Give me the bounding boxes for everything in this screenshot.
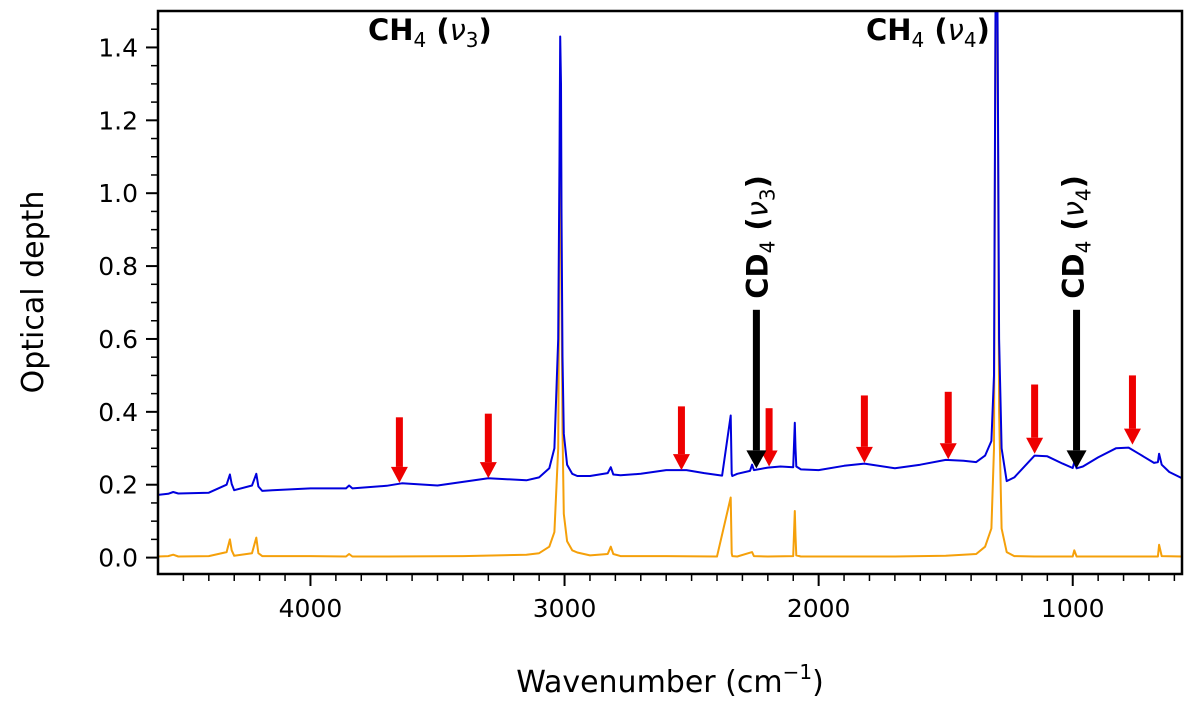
- red-arrow-shaft: [484, 413, 492, 463]
- black-arrow-head: [746, 450, 767, 469]
- red-arrow-shaft: [944, 391, 952, 444]
- annotation-part: 4: [964, 28, 977, 52]
- annotation-part: CD: [1057, 253, 1091, 298]
- annotation-part: ν: [740, 201, 774, 217]
- annotation-part: 3: [466, 28, 479, 52]
- x-tick-label: 3000: [533, 594, 597, 623]
- red-arrow-head: [939, 443, 957, 460]
- annotation-cd4-v4: CD4 (ν4): [1057, 175, 1096, 299]
- annotation-part: (: [1057, 217, 1091, 240]
- red-arrow: [1123, 375, 1141, 445]
- red-arrow-shaft: [765, 408, 773, 451]
- red-arrow-shaft: [677, 406, 685, 455]
- red-arrow: [939, 391, 957, 460]
- red-arrow-head: [1026, 437, 1044, 454]
- annotation-part: ): [479, 13, 492, 47]
- annotation-part: ν: [1057, 201, 1091, 217]
- x-axis-title-superscript: −1: [783, 660, 812, 684]
- red-arrow: [479, 413, 497, 479]
- black-arrow: [746, 309, 767, 469]
- x-tick-label: 1000: [1041, 594, 1105, 623]
- y-tick-label: 1.0: [98, 179, 138, 208]
- annotation-part: CH: [866, 13, 912, 47]
- red-arrow-shaft: [395, 417, 403, 467]
- red-arrow: [760, 408, 778, 467]
- red-arrow-head: [479, 462, 497, 479]
- annotation-part: ν: [450, 13, 466, 47]
- x-tick-label: 2000: [787, 594, 851, 623]
- y-tick-label: 0.6: [98, 325, 138, 354]
- tick-layer: 4000 3000 2000 1000 0.0 0.2 0.4 0.6 0.8 1.0 1.2 1.4: [98, 28, 1176, 623]
- red-arrow-shaft: [1031, 384, 1039, 438]
- x-tick-label: 4000: [279, 594, 343, 623]
- y-tick-label: 0.0: [98, 544, 138, 573]
- black-arrow-shaft: [1073, 309, 1081, 451]
- annotation-part: 4: [1072, 241, 1096, 254]
- red-arrow-head: [672, 454, 690, 471]
- annotation-part: (: [426, 13, 449, 47]
- plot-frame: [156, 9, 1184, 576]
- annotation-part: ): [1057, 175, 1091, 188]
- black-arrow-head: [1066, 450, 1087, 469]
- annotation-cd4-v3: CD4 (ν3): [740, 175, 779, 299]
- annotation-part: (: [740, 217, 774, 240]
- black-arrow-shaft: [752, 309, 760, 451]
- y-axis-title: Optical depth: [16, 191, 51, 394]
- y-tick-label: 0.2: [98, 471, 138, 500]
- red-arrow-shaft: [1128, 375, 1136, 429]
- series-layer: [158, 11, 1182, 558]
- annotation-part: 3: [755, 188, 779, 201]
- red-arrow: [855, 395, 873, 463]
- annotation-layer: CH4 (ν3) CH4 (ν4)CD4 (ν3)CD4 (ν4): [368, 13, 1096, 299]
- red-arrow: [390, 417, 408, 483]
- red-arrow-head: [1123, 428, 1141, 445]
- y-tick-label: 1.4: [98, 33, 138, 62]
- annotation-part: ): [740, 175, 774, 188]
- annotation-part: 4: [414, 28, 427, 52]
- black-arrow: [1066, 309, 1087, 469]
- annotation-part: CH: [368, 13, 414, 47]
- x-axis-title-close: ): [812, 665, 824, 700]
- red-arrow-head: [390, 466, 408, 483]
- annotation-part: ν: [948, 13, 964, 47]
- red-arrow-shaft: [860, 395, 868, 447]
- annotation-ch4-v4: CH4 (ν4): [866, 13, 990, 52]
- annotation-part: CD: [740, 253, 774, 298]
- red-arrow: [1026, 384, 1044, 454]
- annotation-part: ): [977, 13, 990, 47]
- red-arrow: [672, 406, 690, 471]
- annotation-part: 4: [1072, 188, 1096, 201]
- x-axis-title: Wavenumber (cm−1): [516, 660, 824, 700]
- red-arrow-head: [760, 450, 778, 467]
- annotation-part: (: [924, 13, 947, 47]
- y-tick-label: 1.2: [98, 106, 138, 135]
- red-arrow-head: [855, 446, 873, 463]
- arrow-layer: [390, 309, 1141, 483]
- y-tick-label: 0.8: [98, 252, 138, 281]
- y-tick-label: 0.4: [98, 398, 138, 427]
- series-line-spectrum-blue: [158, 11, 1182, 496]
- annotation-part: 4: [912, 28, 925, 52]
- annotation-part: 4: [755, 241, 779, 254]
- annotation-ch4-v3: CH4 (ν3): [368, 13, 492, 52]
